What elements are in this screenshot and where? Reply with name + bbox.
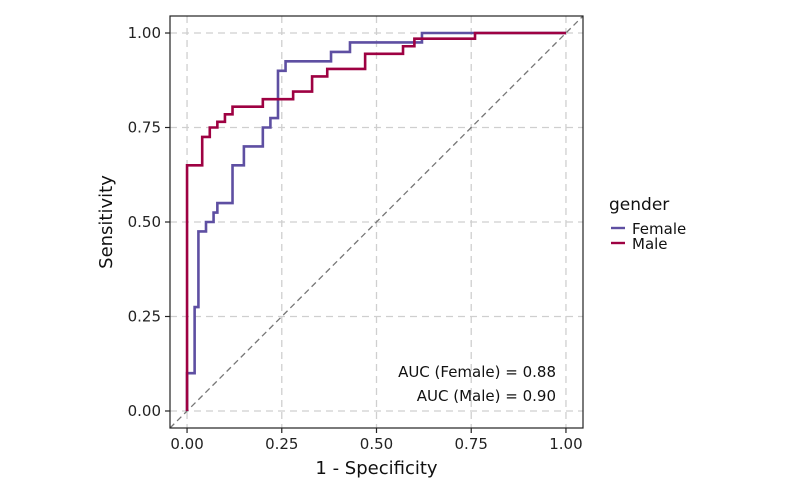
roc-curve-male — [185, 31, 566, 411]
y-axis-title: Sensitivity — [96, 175, 117, 269]
roc-curves — [185, 31, 566, 411]
auc-female-annotation: AUC (Female) = 0.88 — [398, 363, 556, 381]
y-tick-label: 0.75 — [128, 119, 161, 137]
legend-label-male: Male — [632, 235, 668, 253]
y-tick-label: 1.00 — [128, 24, 161, 42]
reference-diagonal — [169, 15, 584, 429]
legend-title: gender — [609, 195, 669, 215]
y-tick-label: 0.25 — [128, 307, 161, 325]
auc-male-annotation: AUC (Male) = 0.90 — [417, 387, 556, 405]
x-tick-label: 1.00 — [549, 435, 582, 453]
legend-label-female: Female — [632, 220, 686, 238]
x-tick-label: 0.50 — [360, 435, 393, 453]
legend: gender Female Male — [609, 195, 686, 253]
x-tick-label: 0.75 — [455, 435, 488, 453]
x-tick-label: 0.25 — [265, 435, 298, 453]
x-axis-title: 1 - Specificity — [315, 458, 438, 479]
y-tick-label: 0.50 — [128, 213, 161, 231]
x-tick-label: 0.00 — [170, 435, 203, 453]
axis-ticks: 0.00 0.25 0.50 0.75 1.00 0.00 0.25 0.50 0.75 1.00 — [128, 24, 583, 453]
roc-curve-female — [185, 31, 566, 411]
y-tick-label: 0.00 — [128, 402, 161, 420]
